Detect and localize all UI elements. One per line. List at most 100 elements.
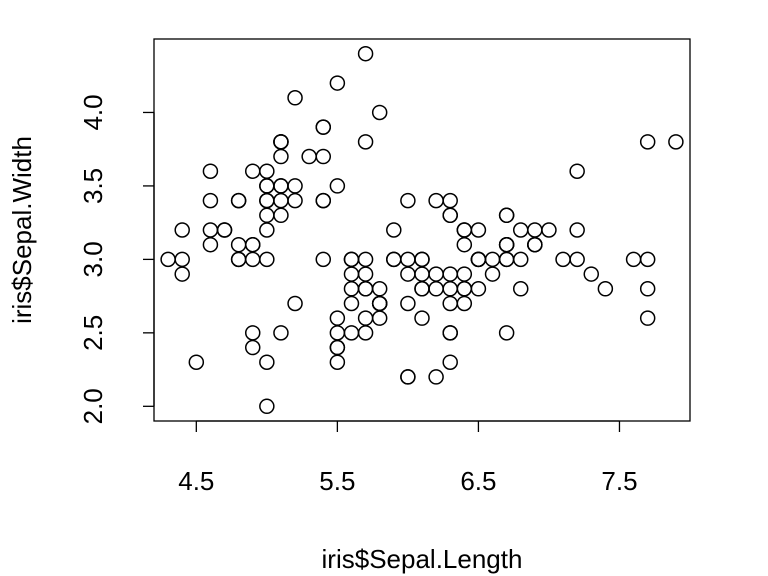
data-point [625, 251, 642, 268]
data-point [174, 222, 190, 238]
data-point [470, 222, 487, 238]
data-point [428, 369, 444, 385]
data-point [174, 251, 190, 268]
data-point [202, 222, 219, 238]
data-point [442, 192, 458, 209]
data-point [400, 192, 416, 209]
data-point [357, 281, 374, 297]
data-point [456, 222, 473, 238]
data-point [400, 266, 416, 282]
y-tick-label: 3.5 [78, 168, 108, 204]
data-point [442, 266, 458, 282]
data-point [371, 281, 388, 297]
data-point [259, 192, 275, 209]
data-point [442, 207, 458, 224]
x-tick-label: 5.5 [319, 466, 355, 496]
y-tick-label: 3.0 [78, 241, 108, 277]
data-point [498, 207, 515, 224]
data-point [259, 251, 275, 268]
data-point [202, 236, 219, 253]
y-tick-label: 2.0 [78, 388, 108, 424]
data-point [639, 310, 656, 326]
data-point [456, 295, 473, 312]
data-point [315, 119, 332, 135]
data-point [244, 236, 261, 253]
data-point [343, 281, 360, 297]
data-point [357, 251, 374, 268]
x-tick-label: 6.5 [460, 466, 496, 496]
data-point [315, 192, 332, 209]
data-point [442, 281, 458, 297]
x-axis-title: iris$Sepal.Length [322, 544, 523, 574]
data-point [230, 236, 247, 253]
data-point [414, 281, 430, 297]
data-point [357, 266, 374, 282]
y-axis-title: iris$Sepal.Width [7, 136, 37, 324]
x-tick-label: 4.5 [178, 466, 214, 496]
data-point [287, 178, 303, 194]
data-point [174, 266, 190, 282]
data-point [160, 251, 176, 268]
data-point [668, 134, 684, 150]
data-point [498, 251, 515, 268]
data-point [343, 325, 360, 341]
data-point [442, 354, 458, 370]
data-point [498, 325, 515, 341]
data-point [357, 45, 374, 62]
data-point [639, 281, 656, 297]
data-point [428, 266, 444, 282]
data-point [386, 251, 402, 268]
data-point [315, 251, 332, 268]
data-point [414, 266, 430, 282]
data-point [329, 325, 346, 341]
data-point [512, 251, 529, 268]
data-point [428, 281, 444, 297]
data-point [329, 354, 346, 370]
data-point [442, 295, 458, 312]
y-tick-label: 4.0 [78, 94, 108, 130]
data-point [329, 339, 346, 356]
data-point [273, 325, 289, 341]
plot-frame [153, 38, 691, 422]
data-point [527, 236, 543, 253]
data-point [259, 398, 275, 415]
data-point [456, 281, 473, 297]
data-point [273, 134, 289, 150]
data-point [188, 354, 205, 370]
data-point [498, 236, 515, 253]
data-point [541, 222, 557, 238]
data-point [329, 310, 346, 326]
data-point [597, 281, 614, 297]
data-point [414, 310, 430, 326]
data-point [259, 163, 275, 179]
data-point [230, 251, 247, 268]
x-tick-label: 7.5 [601, 466, 637, 496]
data-point [244, 325, 261, 341]
data-point [371, 310, 388, 326]
data-point [329, 178, 346, 194]
data-point [512, 222, 529, 238]
data-point [343, 251, 360, 268]
data-point [244, 251, 261, 268]
data-point [527, 222, 543, 238]
data-point [202, 163, 219, 179]
data-point [259, 354, 275, 370]
data-point [569, 251, 585, 268]
data-point [343, 295, 360, 312]
data-point [400, 251, 416, 268]
data-point [371, 104, 388, 121]
data-point [371, 295, 388, 312]
data-point [357, 310, 374, 326]
data-point [414, 251, 430, 268]
data-point [287, 90, 303, 106]
data-point [583, 266, 600, 282]
data-point [639, 251, 656, 268]
data-point [315, 148, 332, 165]
data-point [259, 207, 275, 224]
data-point [329, 75, 346, 91]
data-point [386, 222, 402, 238]
data-point [287, 295, 303, 312]
data-point [273, 207, 289, 224]
data-point [259, 178, 275, 194]
